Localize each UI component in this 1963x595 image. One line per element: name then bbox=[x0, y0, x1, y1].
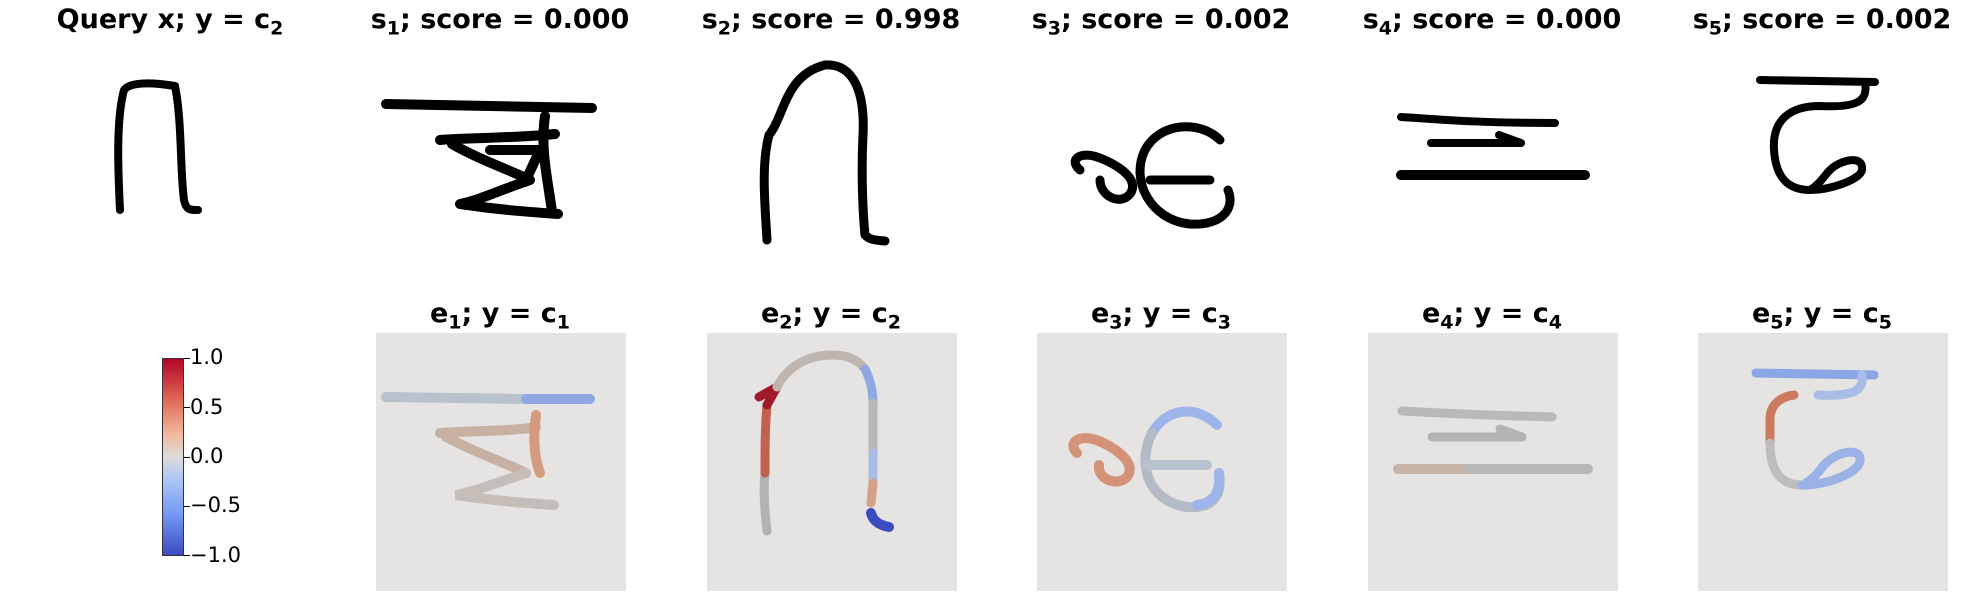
colorbar-tick-mark bbox=[184, 407, 190, 408]
title-support-5: s5; score = 0.002 bbox=[1692, 4, 1952, 40]
query-glyph bbox=[114, 79, 202, 214]
title-explanation-2: e2; y = c2 bbox=[760, 298, 902, 334]
colorbar-tick-mark bbox=[184, 506, 190, 507]
colorbar bbox=[162, 358, 184, 556]
colorbar-tick-label: −0.5 bbox=[190, 493, 241, 517]
title-support-1: s1; score = 0.000 bbox=[370, 4, 630, 40]
colorbar-tick-mark bbox=[184, 555, 190, 556]
support-3-glyph bbox=[1070, 122, 1235, 229]
explanation-2-heatmap bbox=[707, 333, 957, 591]
title-support-4: s4; score = 0.000 bbox=[1362, 4, 1622, 40]
colorbar-tick-label: −1.0 bbox=[190, 543, 241, 567]
explanation-1-heatmap bbox=[376, 333, 626, 591]
colorbar-tick-mark bbox=[184, 358, 190, 359]
colorbar-tick-label: 1.0 bbox=[190, 345, 224, 369]
support-5-glyph bbox=[1756, 76, 1879, 194]
title-explanation-1: e1; y = c1 bbox=[429, 298, 571, 334]
explanation-5-heatmap bbox=[1698, 333, 1948, 591]
title-explanation-5: e5; y = c5 bbox=[1751, 298, 1893, 334]
explanation-4-heatmap bbox=[1368, 333, 1618, 591]
title-support-2: s2; score = 0.998 bbox=[701, 4, 961, 40]
colorbar-tick-mark bbox=[184, 457, 190, 458]
explanation-3-heatmap bbox=[1037, 333, 1287, 591]
support-2-glyph bbox=[759, 60, 890, 246]
support-4-glyph bbox=[1396, 113, 1590, 180]
colorbar-tick-label: 0.5 bbox=[190, 395, 224, 419]
colorbar-tick-label: 0.0 bbox=[190, 444, 224, 468]
title-support-3: s3; score = 0.002 bbox=[1031, 4, 1291, 40]
support-1-glyph bbox=[381, 99, 597, 219]
title-explanation-4: e4; y = c4 bbox=[1421, 298, 1563, 334]
title-query: Query x; y = c2 bbox=[56, 4, 284, 40]
title-explanation-3: e3; y = c3 bbox=[1090, 298, 1232, 334]
